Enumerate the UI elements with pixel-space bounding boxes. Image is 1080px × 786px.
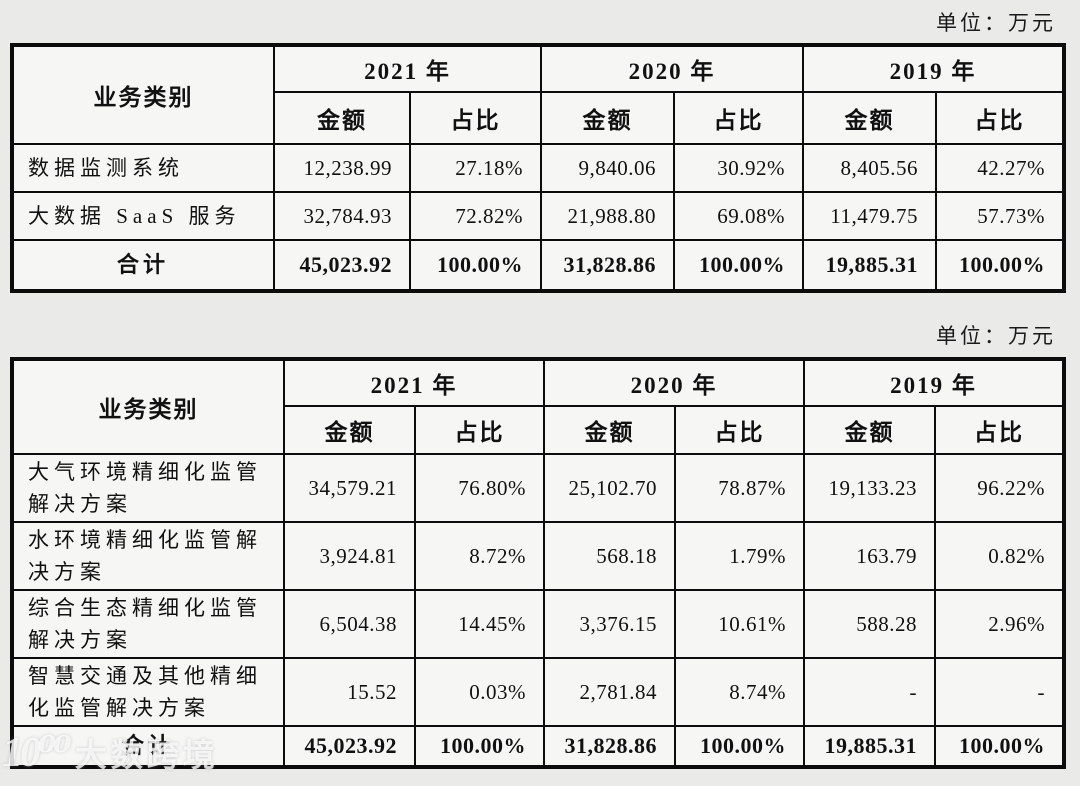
cell-2020-share: 10.61%	[674, 589, 805, 659]
row-category: 水环境精细化监管解决方案	[11, 521, 285, 591]
total-2020-amount: 31,828.86	[540, 239, 675, 292]
table1-year-header-row: 业务类别 2021 年 2020 年 2019 年	[11, 44, 1065, 145]
cell-2021-amount: 12,238.99	[273, 143, 411, 193]
total-2020-amount: 31,828.86	[543, 725, 676, 768]
table2-year-header-row: 业务类别 2021 年 2020 年 2019 年	[11, 358, 1065, 455]
cell-2019-amount: -	[803, 657, 936, 727]
table2-2020-amount-header: 金额	[543, 405, 676, 455]
table1-row-data-monitoring-system: 数据监测系统 12,238.99 27.18% 9,840.06 30.92% …	[11, 143, 1065, 193]
cell-2020-amount: 9,840.06	[540, 143, 675, 193]
table1-2019-share-header: 占比	[935, 91, 1065, 145]
cell-2019-amount: 163.79	[803, 521, 936, 591]
cell-2021-amount: 34,579.21	[283, 453, 416, 523]
total-2021-share: 100.00%	[409, 239, 542, 292]
cell-2021-amount: 32,784.93	[273, 191, 411, 241]
cell-2020-amount: 25,102.70	[543, 453, 676, 523]
table2-category-header: 业务类别	[11, 358, 285, 455]
table1-2020-amount-header: 金额	[540, 91, 675, 145]
total-2021-amount: 45,023.92	[273, 239, 411, 292]
row-category: 综合生态精细化监管解决方案	[11, 589, 285, 659]
total-2021-amount: 45,023.92	[283, 725, 416, 768]
table1-category-header: 业务类别	[11, 44, 275, 145]
revenue-by-business-type-table: 业务类别 2021 年 2020 年 2019 年 金额 占比 金额 占比 金额…	[10, 43, 1066, 293]
cell-2021-share: 0.03%	[414, 657, 545, 727]
total-2020-share: 100.00%	[673, 239, 804, 292]
unit-label-top: 单位：万元	[936, 11, 1056, 35]
cell-2019-share: 0.82%	[934, 521, 1065, 591]
cell-2020-amount: 21,988.80	[540, 191, 675, 241]
cell-2020-amount: 3,376.15	[543, 589, 676, 659]
cell-2021-share: 14.45%	[414, 589, 545, 659]
row-category: 数据监测系统	[11, 143, 275, 193]
cell-2019-share: -	[934, 657, 1065, 727]
table2-year-2019-header: 2019 年	[803, 358, 1065, 407]
table2-2021-amount-header: 金额	[283, 405, 416, 455]
cell-2021-amount: 15.52	[283, 657, 416, 727]
table1-row-bigdata-saas-service: 大数据 SaaS 服务 32,784.93 72.82% 21,988.80 6…	[11, 191, 1065, 241]
cell-2019-amount: 588.28	[803, 589, 936, 659]
total-2021-share: 100.00%	[414, 725, 545, 768]
cell-2019-amount: 11,479.75	[802, 191, 937, 241]
table2-year-2021-header: 2021 年	[283, 358, 545, 407]
table2-2021-share-header: 占比	[414, 405, 545, 455]
cell-2019-amount: 19,133.23	[803, 453, 936, 523]
cell-2020-share: 30.92%	[673, 143, 804, 193]
cell-2019-share: 57.73%	[935, 191, 1065, 241]
cell-2019-share: 2.96%	[934, 589, 1065, 659]
total-2019-amount: 19,885.31	[803, 725, 936, 768]
cell-2020-amount: 2,781.84	[543, 657, 676, 727]
cell-2021-share: 72.82%	[409, 191, 542, 241]
table1-year-2021-header: 2021 年	[273, 44, 542, 93]
cell-2021-share: 76.80%	[414, 453, 545, 523]
table2-row-integrated-ecology: 综合生态精细化监管解决方案 6,504.38 14.45% 3,376.15 1…	[11, 589, 1065, 659]
cell-2020-share: 69.08%	[673, 191, 804, 241]
cell-2021-amount: 6,504.38	[283, 589, 416, 659]
total-label: 合计	[11, 725, 285, 768]
table1-subheader-row: 金额 占比 金额 占比 金额 占比	[12, 91, 1065, 145]
table1-year-2020-header: 2020 年	[540, 44, 804, 93]
row-category: 大数据 SaaS 服务	[11, 191, 275, 241]
table2-row-atmospheric-env: 大气环境精细化监管解决方案 34,579.21 76.80% 25,102.70…	[11, 453, 1065, 523]
revenue-by-solution-table: 业务类别 2021 年 2020 年 2019 年 金额 占比 金额 占比 金额…	[10, 357, 1066, 769]
table1-total-row: 合计 45,023.92 100.00% 31,828.86 100.00% 1…	[11, 239, 1065, 292]
total-label: 合计	[11, 239, 275, 292]
cell-2020-amount: 568.18	[543, 521, 676, 591]
table2-row-water-env: 水环境精细化监管解决方案 3,924.81 8.72% 568.18 1.79%…	[11, 521, 1065, 591]
cell-2021-share: 8.72%	[414, 521, 545, 591]
table1-2021-share-header: 占比	[409, 91, 542, 145]
cell-2020-share: 78.87%	[674, 453, 805, 523]
table2-row-smart-transport-other: 智慧交通及其他精细化监管解决方案 15.52 0.03% 2,781.84 8.…	[11, 657, 1065, 727]
table2-2020-share-header: 占比	[674, 405, 805, 455]
total-2019-share: 100.00%	[934, 725, 1065, 768]
total-2019-amount: 19,885.31	[802, 239, 937, 292]
row-category: 大气环境精细化监管解决方案	[11, 453, 285, 523]
cell-2021-amount: 3,924.81	[283, 521, 416, 591]
table2-2019-share-header: 占比	[934, 405, 1065, 455]
table2-subheader-row: 金额 占比 金额 占比 金额 占比	[12, 405, 1065, 455]
cell-2019-amount: 8,405.56	[802, 143, 937, 193]
table2-year-2020-header: 2020 年	[543, 358, 805, 407]
table1-year-2019-header: 2019 年	[802, 44, 1065, 93]
total-2020-share: 100.00%	[674, 725, 805, 768]
table1-2021-amount-header: 金额	[273, 91, 411, 145]
unit-label-bottom: 单位：万元	[936, 324, 1056, 348]
cell-2021-share: 27.18%	[409, 143, 542, 193]
row-category: 智慧交通及其他精细化监管解决方案	[11, 657, 285, 727]
cell-2019-share: 42.27%	[935, 143, 1065, 193]
table1-2019-amount-header: 金额	[802, 91, 937, 145]
total-2019-share: 100.00%	[935, 239, 1065, 292]
table1-2020-share-header: 占比	[673, 91, 804, 145]
table2-2019-amount-header: 金额	[803, 405, 936, 455]
cell-2019-share: 96.22%	[934, 453, 1065, 523]
cell-2020-share: 1.79%	[674, 521, 805, 591]
table2-total-row: 合计 45,023.92 100.00% 31,828.86 100.00% 1…	[11, 725, 1065, 768]
cell-2020-share: 8.74%	[674, 657, 805, 727]
